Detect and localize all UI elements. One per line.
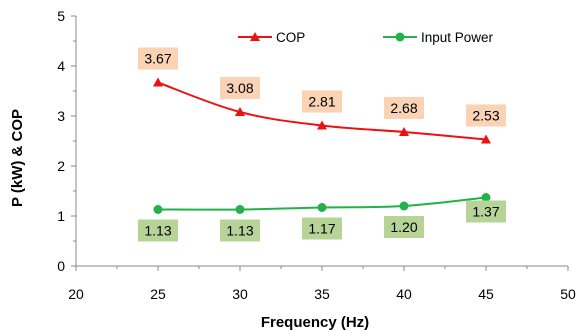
legend-marker-input-power — [395, 32, 405, 42]
x-tick-label: 40 — [396, 286, 412, 302]
data-label-bg — [220, 219, 260, 242]
data-label-cop: 2.68 — [384, 97, 424, 119]
data-label-input-power: 1.20 — [384, 216, 424, 238]
legend-item-input-power: Input Power — [383, 30, 494, 45]
data-label-text: 1.17 — [308, 221, 335, 237]
data-point-input-power — [399, 201, 409, 211]
legend: COP Input Power — [238, 30, 494, 45]
data-label-bg — [384, 216, 424, 238]
data-label-text: 1.37 — [472, 204, 499, 220]
data-label-text: 3.67 — [144, 51, 171, 67]
data-label-text: 1.20 — [390, 219, 417, 235]
data-label-text: 1.13 — [144, 223, 171, 239]
data-label-bg — [138, 47, 178, 70]
series-cop — [153, 77, 491, 144]
x-tick-label: 50 — [560, 286, 576, 302]
data-label-cop: 2.81 — [302, 90, 342, 113]
data-label-bg — [466, 104, 506, 127]
data-labels: 3.67 3.08 2.81 2.68 2.53 1.13 1.13 1.17 1.20 1.37 — [138, 47, 506, 242]
legend-label-input-power: Input Power — [421, 30, 494, 45]
y-tick-label: 3 — [57, 108, 65, 124]
data-label-input-power: 1.13 — [220, 219, 260, 242]
data-label-cop: 3.67 — [138, 47, 178, 70]
data-label-cop: 2.53 — [466, 104, 506, 127]
x-tick-label: 20 — [68, 286, 84, 302]
y-axis-title: P (kW) & COP — [9, 109, 26, 207]
data-label-bg — [138, 219, 178, 242]
data-label-text: 2.81 — [308, 94, 335, 110]
x-tick-label: 35 — [314, 286, 330, 302]
data-label-bg — [302, 90, 342, 113]
data-label-bg — [220, 77, 260, 99]
x-axis-title: Frequency (Hz) — [261, 314, 369, 331]
data-point-cop — [153, 77, 163, 87]
series-input-power — [153, 193, 491, 214]
data-point-cop — [235, 107, 245, 116]
data-point-input-power — [481, 193, 491, 202]
data-point-cop — [399, 127, 409, 136]
data-point-input-power — [153, 205, 163, 214]
y-tick-label: 0 — [57, 258, 65, 274]
x-tick-label: 25 — [150, 286, 166, 302]
y-tick-label: 2 — [57, 158, 65, 174]
data-label-text: 2.53 — [472, 108, 499, 124]
data-label-text: 1.13 — [226, 223, 253, 239]
data-label-bg — [384, 97, 424, 119]
data-label-cop: 3.08 — [220, 77, 260, 99]
data-label-input-power: 1.37 — [466, 200, 506, 223]
data-label-text: 2.68 — [390, 100, 417, 116]
data-point-input-power — [317, 203, 327, 212]
y-tick-label: 5 — [57, 8, 65, 24]
data-point-input-power — [235, 205, 245, 214]
data-point-cop — [481, 134, 491, 144]
data-label-input-power: 1.13 — [138, 219, 178, 242]
series-layer — [153, 77, 491, 214]
data-label-input-power: 1.17 — [302, 217, 342, 240]
data-label-bg — [302, 217, 342, 240]
y-tick-label: 1 — [57, 208, 65, 224]
legend-marker-cop — [250, 32, 260, 41]
legend-label-cop: COP — [276, 30, 305, 45]
data-point-cop — [317, 120, 327, 130]
legend-item-cop: COP — [238, 30, 305, 45]
x-tick-label: 30 — [232, 286, 248, 302]
data-label-text: 3.08 — [226, 80, 253, 96]
data-label-bg — [466, 200, 506, 223]
y-tick-label: 4 — [57, 58, 65, 74]
x-tick-label: 45 — [478, 286, 494, 302]
